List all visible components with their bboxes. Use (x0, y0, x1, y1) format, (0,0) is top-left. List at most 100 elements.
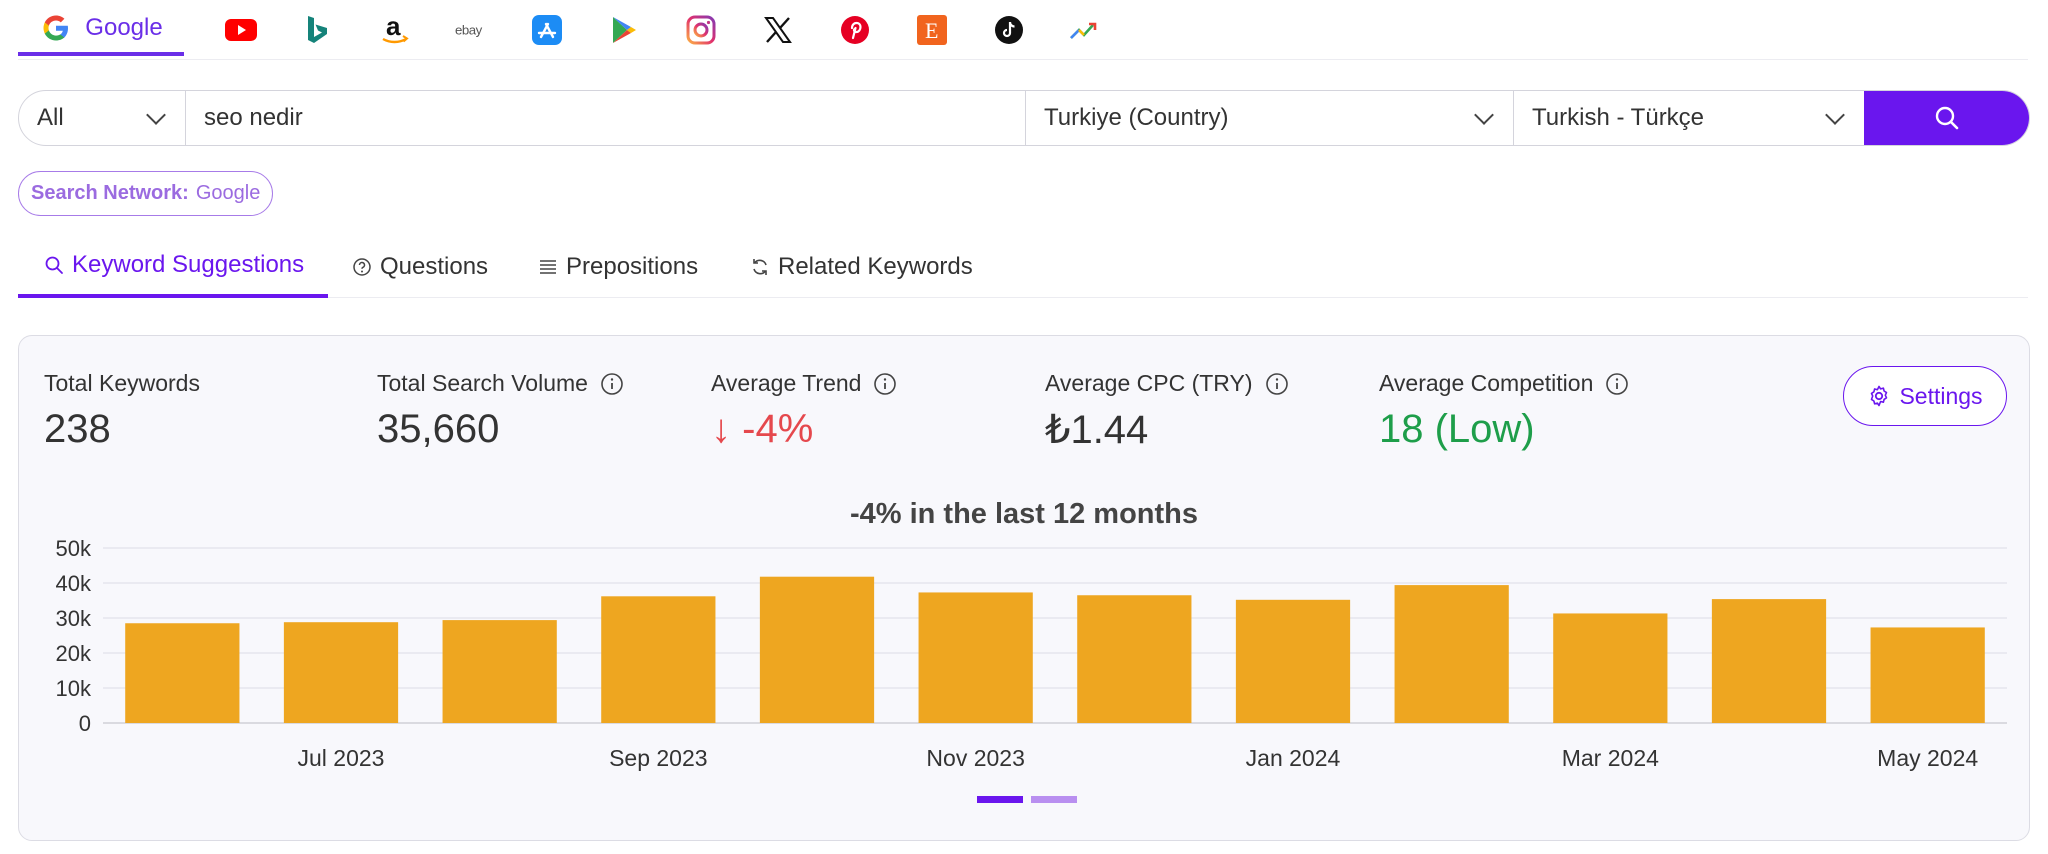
x-icon (761, 13, 795, 47)
bar[interactable] (918, 592, 1033, 723)
stat-average-competition: Average Competition 18 (Low) (1379, 370, 1629, 452)
bar[interactable] (1077, 595, 1192, 723)
pager-dot[interactable] (977, 796, 1023, 803)
search-volume-chart: 0 10k 20k 30k 40k 50k Jul 2023 Sep 2023 Nov 2023… (56, 536, 2007, 771)
chart-pager (977, 796, 1085, 803)
platform-tab-etsy[interactable]: E (897, 4, 967, 56)
stat-label-row: Average Trend (711, 370, 897, 397)
country-select-value: Turkiye (Country) (1044, 104, 1229, 131)
platform-tab-trends[interactable] (1050, 4, 1120, 56)
settings-label: Settings (1899, 382, 1983, 409)
stat-label: Average Trend (711, 370, 862, 396)
x-tick-label: Mar 2024 (1562, 745, 1659, 771)
platform-tab-x[interactable] (743, 4, 813, 56)
stat-label: Total Keywords (44, 370, 200, 396)
platform-tab-google-label: Google (85, 14, 163, 41)
tab-prepositions[interactable]: Prepositions (538, 236, 698, 298)
stat-label: Average Competition (1379, 370, 1594, 396)
stat-label-row: Average Competition (1379, 370, 1629, 397)
tab-keyword-suggestions[interactable]: Keyword Suggestions (18, 236, 328, 298)
stat-total-keywords: Total Keywords 238 (44, 370, 200, 452)
x-tick-label: Nov 2023 (926, 745, 1024, 771)
platform-tab-pinterest[interactable] (820, 4, 890, 56)
stat-average-cpc: Average CPC (TRY) ₺1.44 (1045, 370, 1289, 453)
y-tick-label: 50k (56, 536, 92, 561)
keyword-input[interactable]: seo nedir (186, 91, 1026, 145)
bar[interactable] (1394, 585, 1509, 723)
trends-icon (1068, 13, 1102, 47)
google-icon (39, 11, 73, 45)
tab-label: Related Keywords (778, 253, 973, 280)
info-icon[interactable] (1605, 372, 1629, 396)
bar[interactable] (1870, 627, 1985, 723)
type-select[interactable]: All (19, 91, 186, 145)
y-tick-label: 20k (56, 641, 92, 666)
bar[interactable] (125, 623, 240, 723)
amazon-icon: a (378, 13, 412, 47)
list-icon (540, 260, 556, 274)
stat-value: -4% (742, 407, 814, 451)
chevron-down-icon (146, 105, 166, 125)
bar[interactable] (283, 622, 399, 723)
tab-related-keywords[interactable]: Related Keywords (750, 236, 973, 298)
svg-text:a: a (386, 14, 401, 41)
y-tick-label: 40k (56, 571, 92, 596)
bar[interactable] (1235, 599, 1351, 723)
stat-value: ₺1.44 (1045, 408, 1149, 452)
bar[interactable] (759, 576, 875, 723)
x-tick-label: Jul 2023 (298, 745, 385, 771)
chart-title: -4% in the last 12 months (849, 498, 1199, 530)
search-icon (1935, 106, 1958, 130)
tab-label: Keyword Suggestions (72, 251, 305, 278)
platform-tab-amazon[interactable]: a (360, 4, 430, 56)
platform-tab-tiktok[interactable] (974, 4, 1044, 56)
y-tick-label: 10k (56, 676, 92, 701)
tab-questions[interactable]: Questions (352, 236, 488, 298)
bar[interactable] (601, 596, 716, 723)
stat-average-trend: Average Trend ↓ -4% (711, 370, 897, 452)
settings-button[interactable]: Settings (1843, 366, 2007, 426)
info-icon[interactable] (873, 372, 897, 396)
stat-label-row: Total Search Volume (377, 370, 624, 397)
platform-tab-google-play[interactable] (589, 4, 659, 56)
search-network-badge[interactable]: Search Network: Google (18, 171, 274, 216)
bar[interactable] (1711, 599, 1827, 723)
platform-tabs: Google a ebay (18, 0, 2028, 60)
platform-tab-youtube[interactable] (206, 4, 276, 56)
platform-tab-instagram[interactable] (666, 4, 736, 56)
bing-icon (301, 13, 335, 47)
stat-value: 18 (Low) (1379, 407, 1535, 451)
country-select[interactable]: Turkiye (Country) (1026, 91, 1514, 145)
refresh-icon (753, 259, 767, 275)
pinterest-icon (838, 13, 872, 47)
type-select-value: All (37, 104, 64, 131)
x-tick-label: May 2024 (1877, 745, 1978, 771)
platform-tab-ebay[interactable]: ebay (436, 4, 506, 56)
bar[interactable] (1553, 613, 1668, 723)
language-select[interactable]: Turkish - Türkçe (1514, 91, 1864, 145)
info-icon[interactable] (600, 372, 624, 396)
keyword-input-value: seo nedir (204, 104, 303, 131)
arrow-down-icon: ↓ (711, 407, 731, 451)
bar[interactable] (442, 620, 557, 723)
keyword-stats-card: Total Keywords 238 Total Search Volume 3… (18, 335, 2030, 841)
info-icon[interactable] (1265, 372, 1289, 396)
stat-total-search-volume: Total Search Volume 35,660 (377, 370, 624, 452)
question-circle-icon (353, 258, 371, 276)
platform-tab-bing[interactable] (283, 4, 353, 56)
y-tick-label: 30k (56, 606, 92, 631)
stat-value-row: ↓ -4% (711, 407, 897, 452)
stat-label: Average CPC (TRY) (1045, 370, 1253, 396)
pager-dot[interactable] (1031, 796, 1077, 803)
platform-tab-google[interactable]: Google (18, 4, 184, 56)
search-button[interactable] (1864, 91, 2029, 145)
stat-label: Total Search Volume (377, 370, 588, 396)
chevron-down-icon (1474, 105, 1494, 125)
svg-text:E: E (925, 18, 938, 43)
etsy-icon: E (915, 13, 949, 47)
tab-label: Questions (380, 253, 489, 280)
search-network-label: Search Network: (31, 182, 189, 204)
youtube-icon (224, 13, 258, 47)
stat-value: 35,660 (377, 407, 500, 451)
platform-tab-app-store[interactable] (512, 4, 582, 56)
